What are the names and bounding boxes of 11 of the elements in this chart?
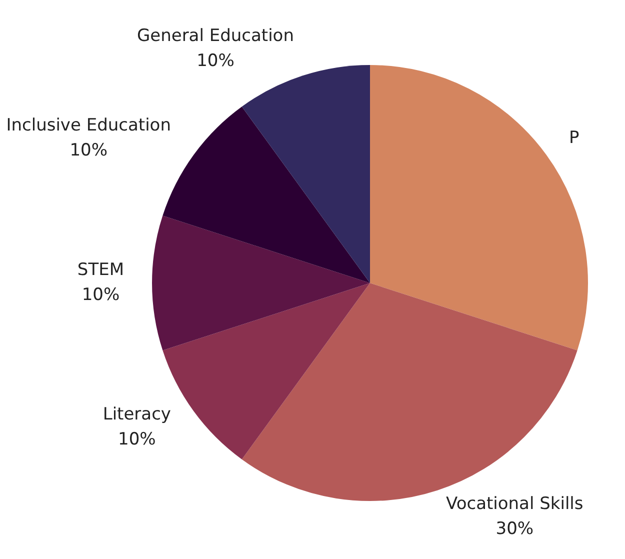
slice-label: General Education [136,26,294,46]
slice-label: Inclusive Education [6,115,171,136]
data-label: 10% [118,430,156,450]
slice-label: STEM [77,260,124,280]
data-label: 10% [196,50,234,71]
slice-label: Vocational Skills [446,494,584,514]
slice-label: P [569,128,580,148]
data-label: 10% [70,140,108,160]
data-label: 30% [496,518,534,539]
data-label: 10% [82,284,120,305]
slice-label: Literacy [102,404,171,425]
